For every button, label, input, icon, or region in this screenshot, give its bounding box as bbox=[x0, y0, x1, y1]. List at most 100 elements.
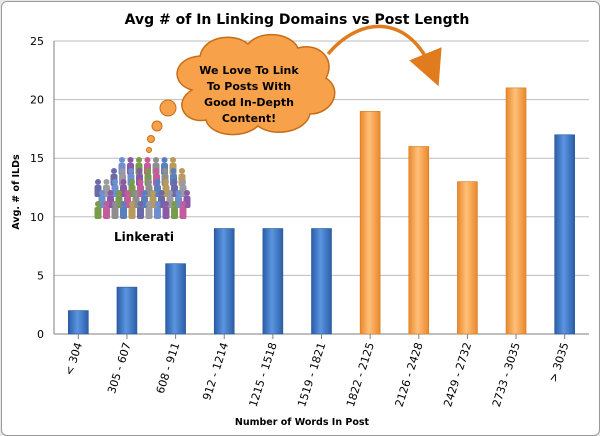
y-tick-label: 0 bbox=[37, 328, 44, 341]
thought-dot-2 bbox=[151, 120, 163, 132]
person-head bbox=[112, 179, 118, 185]
person-head bbox=[180, 201, 186, 207]
x-tick-label: 608 - 911 bbox=[154, 341, 183, 395]
person-head bbox=[103, 179, 110, 185]
person-body bbox=[128, 207, 136, 219]
crowd-label: Linkerati bbox=[114, 230, 174, 244]
bar bbox=[165, 263, 186, 335]
person-head bbox=[120, 179, 127, 185]
person-body bbox=[179, 207, 187, 219]
person-head bbox=[137, 179, 144, 185]
person-body bbox=[111, 207, 119, 219]
person-head bbox=[154, 179, 161, 185]
person-head bbox=[170, 168, 177, 174]
bubble-line-2: To Posts With bbox=[207, 80, 291, 93]
x-tick-label: 912 - 1214 bbox=[200, 341, 231, 402]
person-body bbox=[120, 207, 127, 219]
person-head bbox=[133, 190, 139, 196]
bar bbox=[311, 228, 332, 335]
person-head bbox=[103, 201, 110, 207]
person-head bbox=[144, 157, 151, 163]
arrow bbox=[326, 24, 442, 87]
person-head bbox=[145, 168, 151, 174]
person-head bbox=[141, 190, 148, 196]
y-tick-labels: 0 5 10 15 20 25 bbox=[30, 35, 44, 341]
person-head bbox=[146, 201, 152, 207]
x-tick-label: > 3035 bbox=[547, 341, 572, 384]
person-head bbox=[128, 168, 134, 174]
person-head bbox=[171, 179, 178, 185]
person-head bbox=[146, 179, 152, 185]
person-head bbox=[161, 157, 168, 163]
person-head bbox=[116, 190, 122, 196]
person-head bbox=[171, 201, 178, 207]
person-head bbox=[119, 168, 126, 174]
person-body bbox=[137, 207, 144, 219]
y-tick-label: 20 bbox=[30, 94, 44, 107]
thought-dot-4 bbox=[146, 147, 152, 153]
bar bbox=[359, 111, 381, 335]
person-body bbox=[154, 207, 161, 219]
person-head bbox=[136, 157, 142, 163]
person-head bbox=[119, 157, 125, 163]
person-head bbox=[150, 190, 156, 196]
person-head bbox=[167, 190, 173, 196]
person-head bbox=[163, 179, 169, 185]
x-tick-label: 1519 - 1821 bbox=[295, 341, 328, 409]
y-tick-label: 15 bbox=[30, 152, 44, 165]
x-tick-label: 1215 - 1518 bbox=[247, 341, 280, 409]
bar bbox=[505, 87, 527, 335]
chart-title: Avg # of In Linking Domains vs Post Leng… bbox=[125, 12, 470, 28]
person-head bbox=[180, 179, 186, 185]
person-head bbox=[179, 168, 185, 174]
thought-dot-3 bbox=[147, 135, 155, 143]
bar bbox=[457, 181, 478, 335]
person-body bbox=[94, 207, 102, 219]
thought-dot-1 bbox=[159, 99, 177, 117]
person-body bbox=[103, 207, 110, 219]
person-body bbox=[162, 207, 170, 219]
y-tick-label: 10 bbox=[30, 211, 44, 224]
x-tick-label: < 304 bbox=[62, 341, 85, 377]
person-head bbox=[95, 179, 101, 185]
bubble-line-4: Content! bbox=[222, 112, 276, 125]
person-head bbox=[129, 201, 135, 207]
person-head bbox=[99, 190, 105, 196]
bar bbox=[116, 286, 138, 335]
person-head bbox=[95, 201, 101, 207]
x-axis-label: Number of Words In Post bbox=[235, 417, 370, 428]
person-head bbox=[111, 168, 117, 174]
person-body bbox=[145, 207, 153, 219]
person-head bbox=[162, 168, 168, 174]
bar bbox=[213, 228, 235, 335]
person-head bbox=[129, 179, 135, 185]
thought-bubble: We Love To Link To Posts With Good In-De… bbox=[146, 24, 442, 153]
bars bbox=[68, 87, 575, 335]
person-head bbox=[124, 190, 131, 196]
y-tick-label: 25 bbox=[30, 35, 44, 48]
x-tick-label: 2126 - 2428 bbox=[393, 341, 426, 409]
person-head bbox=[163, 201, 169, 207]
bar bbox=[408, 146, 430, 335]
person-head bbox=[127, 157, 134, 163]
thought-cloud bbox=[176, 33, 336, 136]
person-head bbox=[120, 201, 127, 207]
person-body bbox=[171, 207, 178, 219]
bubble-line-3: Good In-Depth bbox=[204, 96, 294, 109]
x-tick-label: 305 - 607 bbox=[105, 341, 134, 395]
y-tick-label: 5 bbox=[37, 269, 44, 282]
person-head bbox=[153, 157, 159, 163]
person-head bbox=[158, 190, 165, 196]
person-head bbox=[184, 190, 190, 196]
x-tick-label: 2733 - 3035 bbox=[490, 341, 523, 409]
person-head bbox=[137, 201, 144, 207]
bubble-line-1: We Love To Link bbox=[199, 64, 299, 77]
person-head bbox=[175, 190, 182, 196]
person-head bbox=[154, 201, 161, 207]
x-tick-labels: < 304 305 - 607 608 - 911 912 - 1214 1215 - … bbox=[62, 334, 572, 409]
bar bbox=[262, 228, 284, 335]
person-head bbox=[136, 168, 143, 174]
y-axis-label: Avg. # of ILDs bbox=[11, 154, 22, 230]
person-head bbox=[112, 201, 118, 207]
